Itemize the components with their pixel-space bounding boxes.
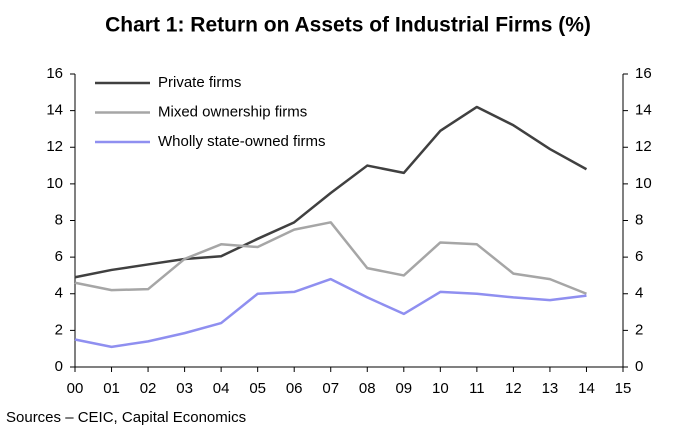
legend-label: Private firms [158,74,241,91]
y2-tick-label: 2 [635,321,643,338]
x-tick-label: 02 [140,380,157,397]
y-tick-label: 14 [46,102,63,119]
y2-tick-label: 0 [635,358,643,375]
x-tick-label: 05 [249,380,266,397]
legend-label: Wholly state-owned firms [158,133,326,150]
y-tick-label: 4 [55,285,63,302]
y-tick-label: 8 [55,211,63,228]
x-tick-label: 12 [505,380,522,397]
y2-tick-label: 14 [635,102,652,119]
legend-label: Mixed ownership firms [158,103,307,120]
x-tick-label: 11 [469,380,485,397]
y-tick-label: 16 [46,65,63,82]
x-tick-label: 14 [578,380,595,397]
series-line [74,277,587,349]
y-tick-label: 10 [46,175,63,192]
chart-title: Chart 1: Return on Assets of Industrial … [105,14,591,37]
x-tick-label: 15 [615,380,632,397]
y-tick-label: 6 [55,248,63,265]
x-tick-label: 09 [395,380,412,397]
y2-tick-label: 12 [635,138,652,155]
x-tick-label: 06 [286,380,303,397]
x-tick-label: 10 [432,380,449,397]
y-tick-label: 0 [55,358,63,375]
y-tick-label: 12 [46,138,63,155]
x-tick-label: 00 [67,380,84,397]
y2-tick-label: 4 [635,285,643,302]
y2-tick-label: 6 [635,248,643,265]
y2-tick-label: 10 [635,175,652,192]
x-tick-label: 04 [213,380,230,397]
x-tick-label: 07 [322,380,339,397]
source-note: Sources – CEIC, Capital Economics [6,409,246,426]
x-tick-label: 13 [542,380,559,397]
x-tick-label: 01 [103,380,120,397]
y2-tick-label: 16 [635,65,652,82]
x-tick-label: 03 [176,380,193,397]
y2-tick-label: 8 [635,211,643,228]
y-tick-label: 2 [55,321,63,338]
series-line [74,105,588,279]
series-line [74,221,587,295]
x-tick-label: 08 [359,380,376,397]
